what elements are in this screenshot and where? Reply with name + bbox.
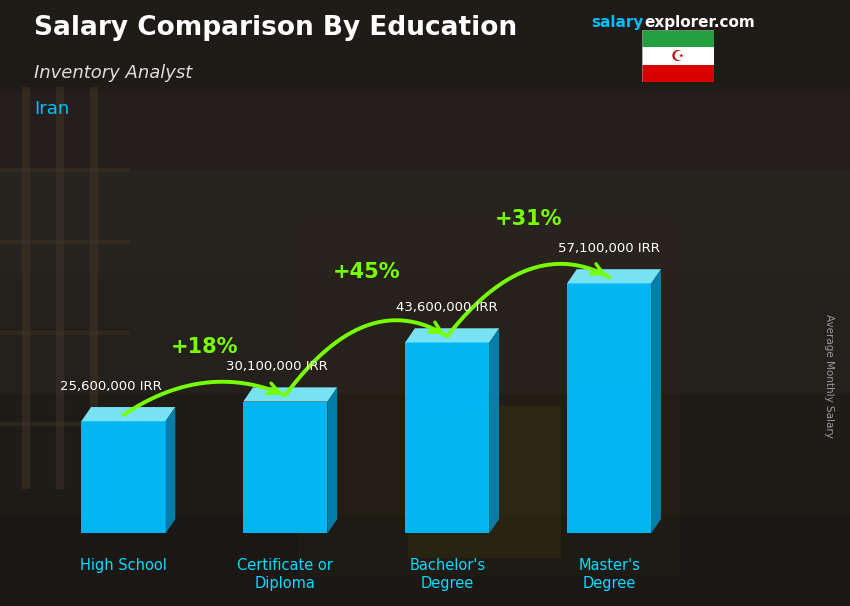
Text: Salary Comparison By Education: Salary Comparison By Education: [34, 15, 517, 41]
Text: +18%: +18%: [171, 337, 238, 357]
Text: 57,100,000 IRR: 57,100,000 IRR: [558, 242, 660, 255]
Bar: [0, 394, 850, 515]
Text: Average Monthly Salary: Average Monthly Salary: [824, 314, 834, 438]
Polygon shape: [82, 407, 175, 421]
Text: High School: High School: [80, 559, 167, 573]
Polygon shape: [405, 342, 490, 533]
Text: +45%: +45%: [332, 262, 400, 282]
Text: Inventory Analyst: Inventory Analyst: [34, 64, 192, 82]
Bar: [0, 273, 850, 394]
Text: Bachelor's
Degree: Bachelor's Degree: [409, 559, 485, 591]
Text: explorer.com: explorer.com: [644, 15, 755, 30]
Bar: [642, 30, 714, 47]
Bar: [642, 65, 714, 82]
Bar: [0, 170, 850, 273]
Bar: [298, 212, 680, 576]
Text: Iran: Iran: [34, 100, 69, 118]
Bar: [0, 0, 850, 91]
Polygon shape: [651, 269, 661, 533]
Polygon shape: [567, 284, 651, 533]
Polygon shape: [490, 328, 499, 533]
Text: 30,100,000 IRR: 30,100,000 IRR: [226, 360, 328, 373]
Text: Certificate or
Diploma: Certificate or Diploma: [237, 559, 333, 591]
Polygon shape: [243, 402, 327, 533]
Bar: [0, 91, 850, 170]
Text: +31%: +31%: [495, 209, 562, 229]
Polygon shape: [567, 269, 661, 284]
Text: 25,600,000 IRR: 25,600,000 IRR: [60, 380, 162, 393]
Polygon shape: [243, 387, 337, 402]
Text: salary: salary: [591, 15, 643, 30]
Bar: [642, 47, 714, 65]
Bar: [0, 515, 850, 606]
Text: 43,600,000 IRR: 43,600,000 IRR: [396, 301, 498, 314]
Polygon shape: [166, 407, 175, 533]
Bar: [408, 406, 561, 558]
Polygon shape: [405, 328, 499, 342]
Polygon shape: [82, 421, 166, 533]
Polygon shape: [327, 387, 337, 533]
Text: Master's
Degree: Master's Degree: [578, 559, 640, 591]
Text: ☪: ☪: [671, 48, 685, 64]
